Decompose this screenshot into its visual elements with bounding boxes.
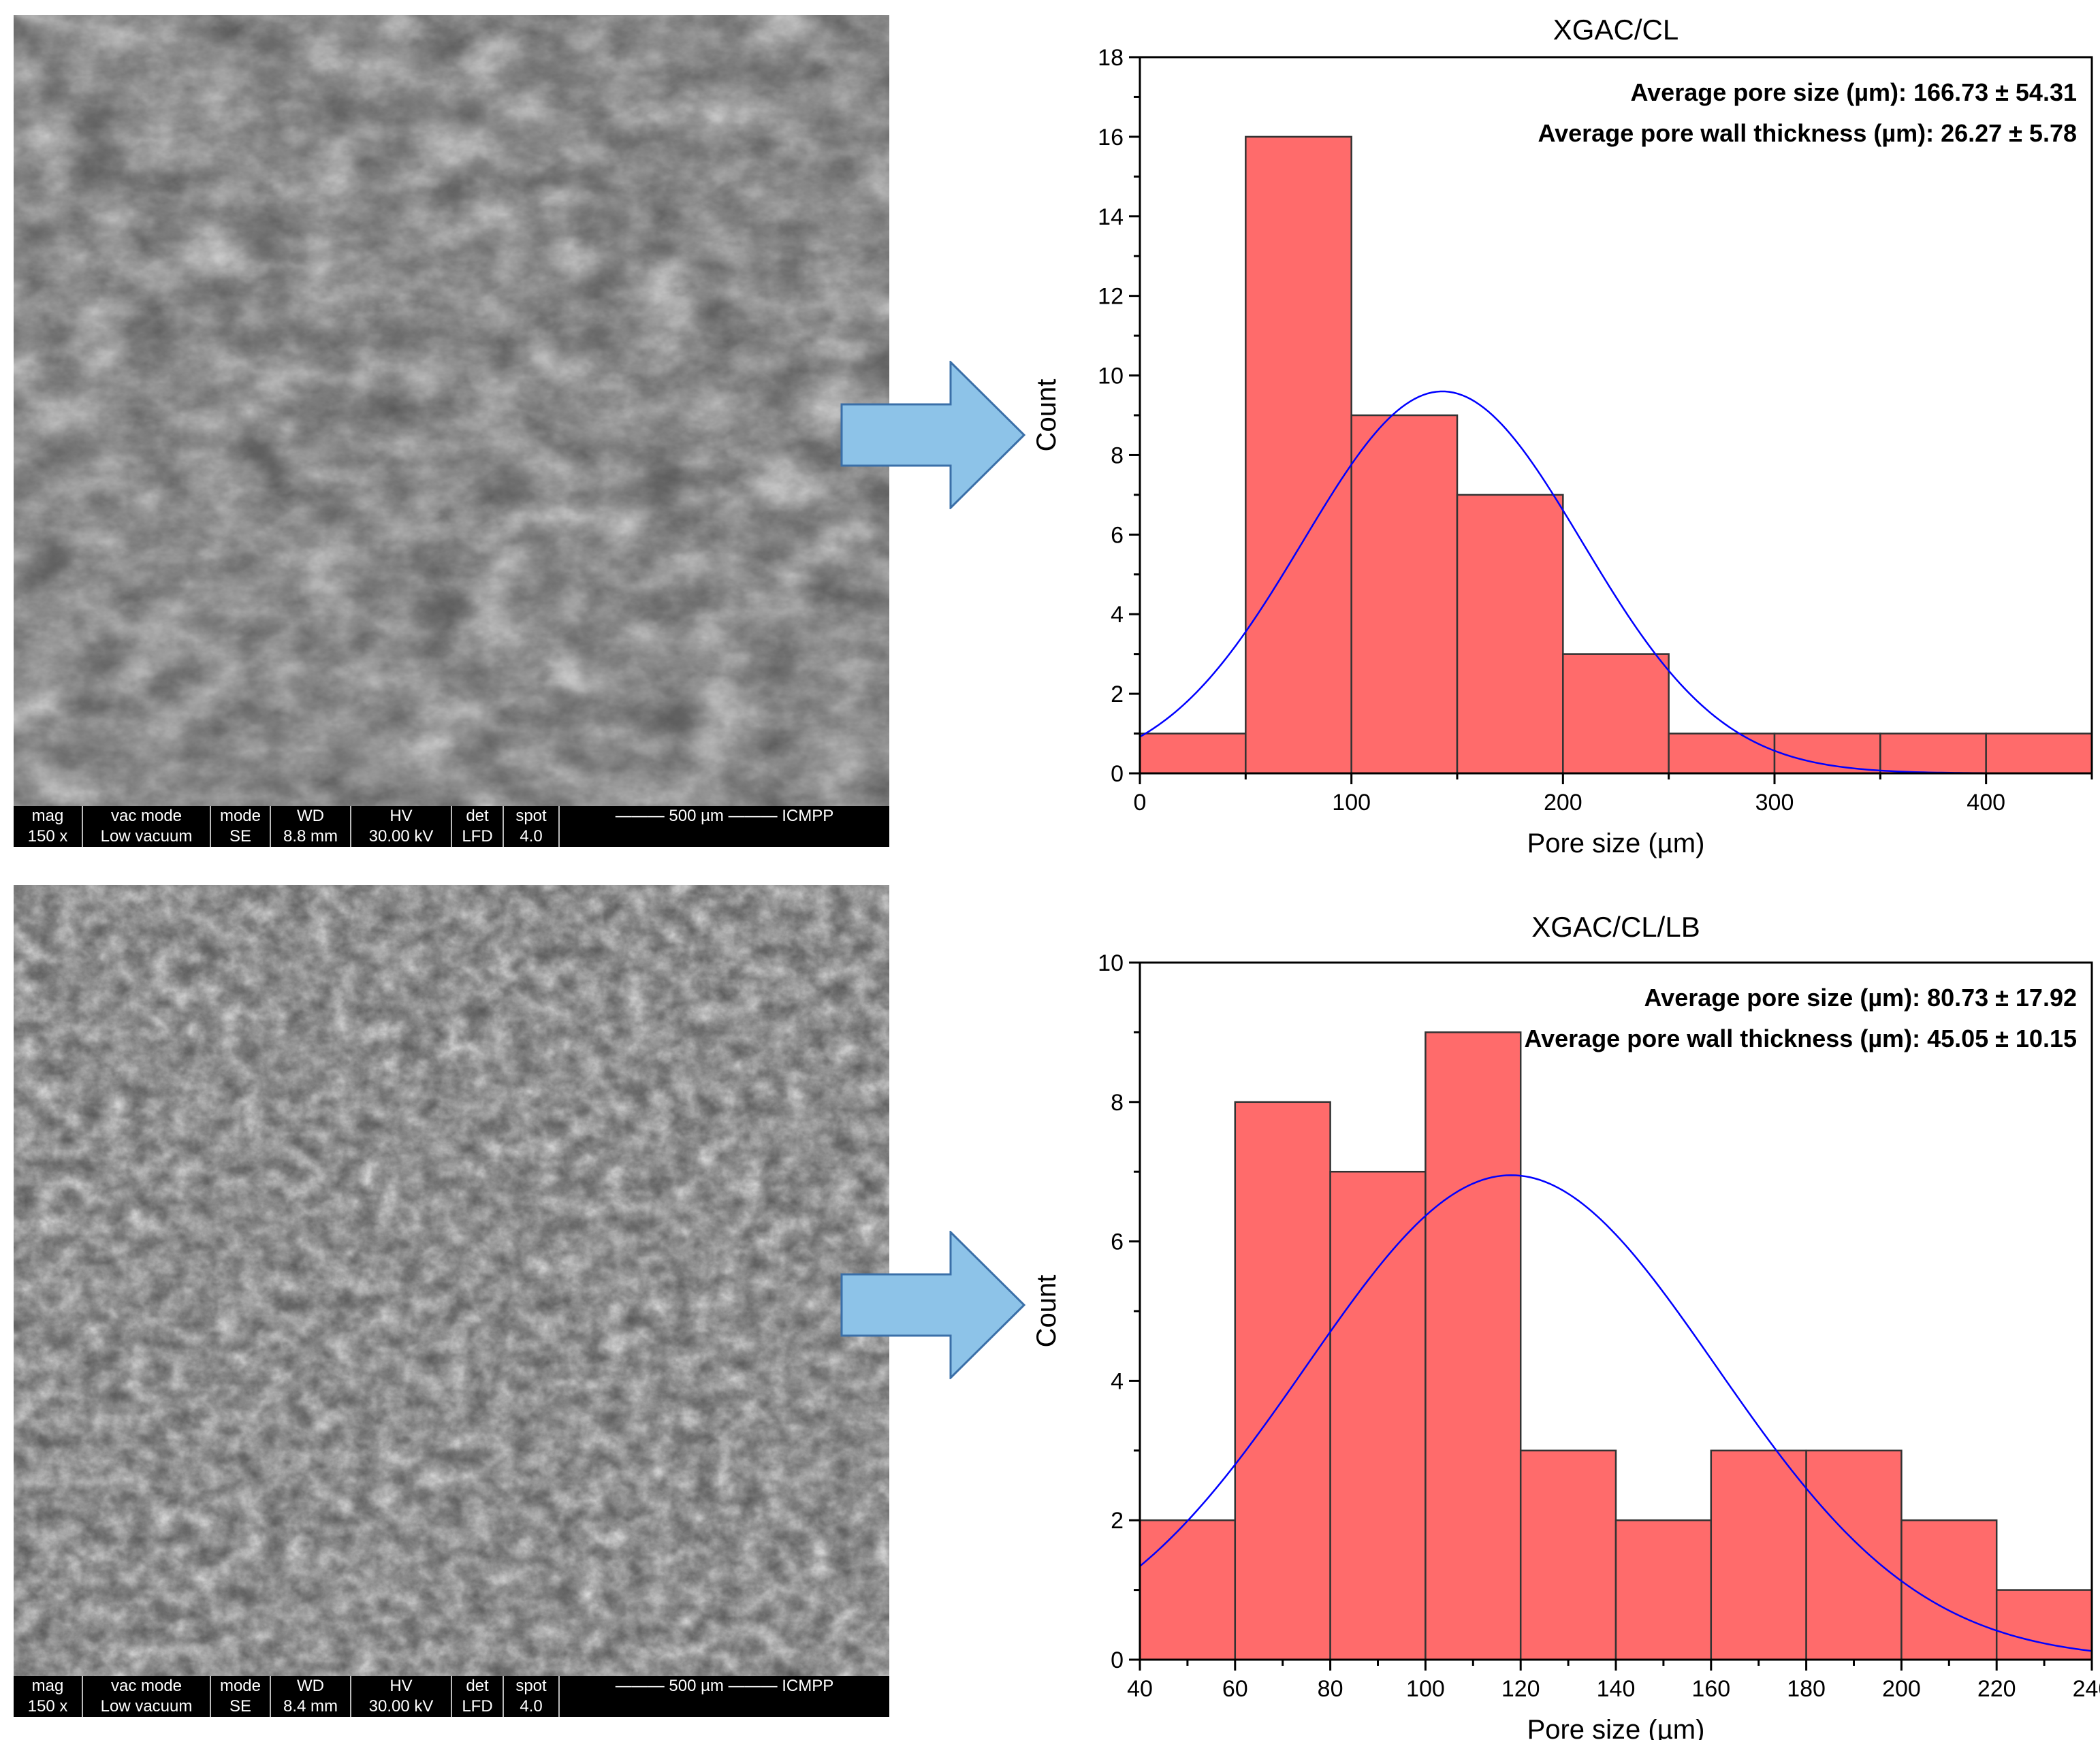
y-tick-label: 6	[1111, 1229, 1124, 1255]
y-tick-label: 10	[1098, 364, 1124, 389]
x-tick-label: 200	[1544, 790, 1582, 816]
x-tick-label: 300	[1755, 790, 1794, 816]
normal-fit-curve	[1139, 390, 2011, 775]
panel-xgac-cl-lb: mag 150 x vac mode Low vacuum mode SE WD 8.4…	[0, 870, 2100, 1740]
histogram-bar-4	[1519, 1449, 1617, 1661]
chart-title: XGAC/CL	[1553, 14, 1679, 46]
y-tick-label: 8	[1111, 1090, 1124, 1116]
x-axis-label: Pore size (µm)	[1527, 828, 1705, 858]
stat-annotation: Average pore wall thickness (µm): 26.27 …	[1538, 119, 2077, 147]
scale-bar: ——— 500 µm ——— ICMPP	[615, 1677, 834, 1695]
stat-separator: :	[1926, 119, 1941, 147]
sem-micrograph: mag 150 x vac mode Low vacuum mode SE WD 8.4…	[14, 885, 889, 1717]
stat-separator: :	[1898, 78, 1913, 106]
histogram-bar-8	[1900, 1519, 1998, 1661]
normal-fit-curve	[1139, 1174, 2093, 1652]
sem-micrograph: mag 150 x vac mode Low vacuum mode SE WD 8.8…	[14, 15, 889, 847]
x-tick-label: 220	[1977, 1676, 2016, 1702]
panel-xgac-cl: mag 150 x vac mode Low vacuum mode SE WD 8.8…	[14, 14, 2093, 858]
histogram-bar-8	[1985, 732, 2093, 775]
stat-value: 80.73 ± 17.92	[1927, 984, 2077, 1012]
stat-separator: :	[1912, 1025, 1927, 1052]
y-tick-label: 8	[1111, 442, 1124, 468]
y-axis-label: Count	[1032, 379, 1062, 452]
sem-databar: mag 150 x vac mode Low vacuum mode SE WD 8.8…	[14, 806, 889, 847]
histogram-bar-5	[1614, 1519, 1713, 1661]
histogram-bar-2	[1350, 414, 1459, 775]
histogram-bar-5	[1668, 732, 1776, 775]
y-tick-label: 4	[1111, 602, 1124, 628]
x-tick-label: 140	[1597, 1676, 1636, 1702]
x-tick-label: 160	[1691, 1676, 1730, 1702]
x-tick-label: 40	[1127, 1676, 1153, 1702]
chart-title: XGAC/CL/LB	[1531, 911, 1700, 943]
y-tick-label: 4	[1111, 1368, 1124, 1394]
histogram-bar-6	[1710, 1449, 1807, 1661]
stat-label: Average pore wall thickness (µm)	[1538, 119, 1926, 147]
sem-image	[14, 15, 889, 806]
x-tick-label: 180	[1787, 1676, 1826, 1702]
histogram-chart-2: 0 2 4 6 8 10 40 60 80 100 120 140 160 180 200 220 240 XGA…	[1032, 911, 2100, 1740]
x-axis-label: Pore size (µm)	[1527, 1715, 1705, 1740]
histogram-bar-7	[1879, 732, 1987, 775]
stat-annotation: Average pore size (µm): 166.73 ± 54.31	[1630, 78, 2077, 106]
histogram-bar-3	[1456, 494, 1564, 775]
sem-databar: mag 150 x vac mode Low vacuum mode SE WD 8.4…	[14, 1676, 889, 1717]
sem-image	[14, 885, 889, 1676]
histogram-chart-1: 0 2 4 6 8 10 12 14 16 18 0 100 200 300 400 XGAC/CL Pore …	[1032, 14, 2093, 858]
y-tick-label: 16	[1098, 125, 1124, 150]
histogram-bar-6	[1773, 732, 1881, 775]
histogram-bar-4	[1562, 653, 1670, 775]
stat-value: 26.27 ± 5.78	[1941, 119, 2077, 147]
x-tick-label: 240	[2073, 1676, 2100, 1702]
stat-label: Average pore size (µm)	[1644, 984, 1913, 1012]
x-tick-label: 80	[1318, 1676, 1343, 1702]
x-tick-label: 0	[1134, 790, 1147, 816]
stat-value: 45.05 ± 10.15	[1927, 1025, 2077, 1052]
histogram-bar-7	[1805, 1449, 1903, 1661]
scale-bar: ——— 500 µm ——— ICMPP	[615, 807, 834, 825]
histogram-bar-1	[1245, 135, 1352, 775]
stat-annotation: Average pore size (µm): 80.73 ± 17.92	[1644, 984, 2077, 1012]
y-axis-label: Count	[1032, 1275, 1062, 1348]
x-tick-label: 100	[1332, 790, 1371, 816]
stat-value: 166.73 ± 54.31	[1913, 78, 2077, 106]
y-tick-label: 10	[1098, 950, 1124, 976]
x-tick-label: 100	[1406, 1676, 1445, 1702]
y-tick-label: 2	[1111, 1508, 1124, 1534]
x-tick-label: 200	[1882, 1676, 1921, 1702]
histogram-bar-3	[1425, 1031, 1522, 1661]
histogram-bar-1	[1234, 1101, 1331, 1661]
histogram-bar-0	[1139, 1519, 1237, 1661]
y-tick-label: 2	[1111, 681, 1124, 707]
x-tick-label: 120	[1501, 1676, 1540, 1702]
x-tick-label: 400	[1967, 790, 2005, 816]
y-tick-label: 0	[1111, 761, 1124, 787]
y-tick-label: 0	[1111, 1647, 1124, 1673]
histogram-bar-0	[1139, 732, 1247, 775]
stat-separator: :	[1912, 984, 1927, 1012]
y-tick-label: 12	[1098, 284, 1124, 310]
right-arrow-icon	[840, 361, 1026, 509]
stat-label: Average pore size (µm)	[1630, 78, 1898, 106]
right-arrow-icon	[840, 1231, 1026, 1379]
stat-annotation: Average pore wall thickness (µm): 45.05 …	[1524, 1025, 2077, 1052]
stat-label: Average pore wall thickness (µm)	[1524, 1025, 1912, 1052]
histogram-bar-2	[1329, 1170, 1427, 1661]
y-tick-label: 18	[1098, 45, 1124, 71]
y-tick-label: 14	[1098, 204, 1124, 230]
y-tick-label: 6	[1111, 522, 1124, 548]
x-tick-label: 60	[1222, 1676, 1248, 1702]
